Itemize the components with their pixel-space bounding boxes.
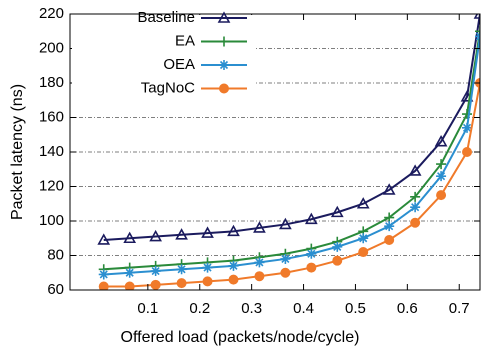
marker — [98, 269, 109, 280]
marker — [410, 217, 421, 228]
y-tick-label: 180 — [39, 74, 64, 91]
marker — [280, 253, 291, 264]
marker — [384, 234, 395, 245]
series-line — [103, 36, 480, 276]
series-line — [103, 14, 480, 241]
legend: Baseline EA OEA TagNoC — [72, 9, 256, 101]
marker — [254, 257, 265, 268]
y-tick-label: 120 — [39, 177, 64, 194]
x-tick-label: 0.5 — [345, 300, 366, 317]
marker — [228, 260, 239, 271]
marker — [150, 266, 161, 277]
marker — [410, 191, 421, 202]
marker — [202, 276, 213, 287]
marker — [176, 278, 187, 289]
marker — [475, 26, 480, 37]
marker — [358, 233, 369, 244]
marker — [202, 262, 213, 273]
series-line — [103, 31, 480, 271]
marker — [280, 267, 291, 278]
x-axis-label: Offered load (packets/node/cycle) — [121, 329, 360, 346]
y-axis-label: Packet latency (ns) — [9, 84, 26, 220]
marker — [356, 197, 370, 209]
marker — [123, 231, 137, 244]
x-tick-label: 0.7 — [449, 300, 470, 317]
marker — [436, 159, 447, 170]
marker — [227, 224, 240, 237]
marker — [98, 281, 109, 290]
marker — [124, 281, 135, 290]
marker — [358, 247, 369, 258]
marker — [332, 255, 343, 266]
marker — [434, 135, 448, 147]
y-tick-label: 200 — [39, 39, 64, 56]
marker — [304, 212, 318, 225]
axes: 60 80 100 120 140 160 180 200 220 0.1 0.2 0.3 0.4 0.5… — [39, 5, 480, 317]
marker — [408, 164, 422, 176]
x-tick-label: 0.3 — [241, 300, 262, 317]
marker — [436, 190, 447, 201]
legend-label: OEA — [163, 56, 195, 73]
marker — [410, 202, 421, 213]
y-tick-label: 80 — [47, 246, 64, 263]
marker — [279, 217, 292, 230]
legend-label: Baseline — [137, 9, 195, 26]
y-tick-label: 60 — [47, 281, 64, 298]
legend-label: TagNoC — [141, 79, 195, 96]
marker — [384, 221, 395, 232]
marker — [201, 226, 214, 238]
x-tick-label: 0.1 — [137, 300, 158, 317]
y-tick-label: 140 — [39, 143, 64, 160]
x-tick-label: 0.2 — [189, 300, 210, 317]
marker — [217, 11, 231, 23]
marker — [219, 83, 230, 94]
marker — [254, 271, 265, 282]
marker — [382, 183, 396, 195]
series-line — [103, 82, 480, 288]
marker — [176, 264, 187, 275]
marker — [462, 109, 473, 120]
marker — [253, 221, 266, 233]
marker — [436, 171, 447, 182]
marker — [384, 212, 395, 223]
marker — [175, 228, 188, 240]
marker — [330, 205, 344, 218]
legend-label: EA — [175, 32, 195, 49]
marker — [306, 248, 317, 259]
marker — [124, 267, 135, 278]
marker — [97, 233, 111, 245]
x-tick-label: 0.4 — [293, 300, 314, 317]
x-tick-label: 0.6 — [397, 300, 418, 317]
y-tick-label: 100 — [39, 212, 64, 229]
marker — [149, 229, 162, 242]
marker — [219, 60, 229, 70]
marker — [332, 241, 343, 252]
marker — [462, 147, 473, 158]
marker — [306, 262, 317, 273]
marker — [219, 36, 229, 47]
marker — [228, 274, 239, 285]
y-tick-label: 160 — [39, 108, 64, 125]
marker — [462, 122, 473, 133]
marker — [150, 279, 161, 290]
y-tick-label: 220 — [39, 5, 64, 22]
